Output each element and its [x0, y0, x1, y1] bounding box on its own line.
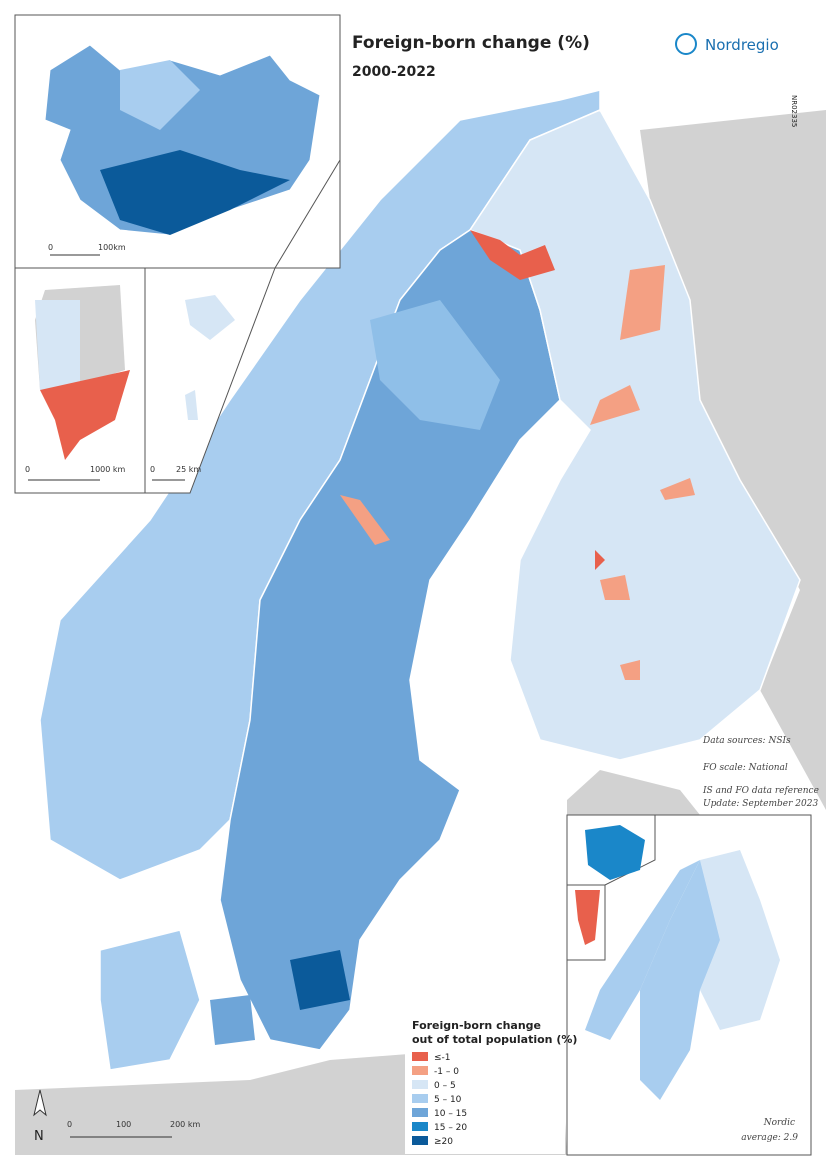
iceland-north [120, 60, 200, 130]
sweden-orange [340, 495, 390, 545]
estonia [567, 770, 700, 815]
legend-label: -1 – 0 [434, 1067, 459, 1077]
denmark [99, 929, 201, 1071]
legend-title: Foreign-born change [412, 1019, 541, 1032]
legend-swatch [412, 1066, 428, 1075]
note: IS and FO data reference [702, 786, 819, 796]
finland-orange [590, 385, 640, 425]
finland-orange [620, 265, 665, 340]
title: Foreign-born change (%) [352, 33, 590, 53]
finland-red [470, 230, 555, 280]
legend-label: 15 – 20 [434, 1123, 467, 1133]
sweden-north [370, 300, 500, 430]
legend-swatch [412, 1080, 428, 1089]
legend-swatch [412, 1108, 428, 1117]
legend-label: ≤-1 [434, 1053, 451, 1063]
finland-red [595, 550, 605, 570]
greenland-west [35, 300, 80, 390]
scale-label: 25 km [176, 465, 201, 474]
legend-box [405, 1014, 565, 1154]
average-label: Nordic [763, 1118, 795, 1128]
overview-inset: Nordic average: 2.9 [566, 814, 812, 1156]
sweden-mini [640, 860, 720, 1100]
legend-label: ≥20 [434, 1137, 453, 1147]
scale-label: 0 [67, 1120, 72, 1129]
greenland-south [40, 370, 130, 460]
sweden [219, 229, 561, 1051]
average-label: average: 2.9 [741, 1133, 798, 1143]
legend-label: 5 – 10 [434, 1095, 462, 1105]
greenland-mini [575, 890, 600, 945]
scale-label: 0 [150, 465, 155, 474]
finland-orange [600, 575, 630, 600]
finland-orange [620, 660, 640, 680]
finland [468, 109, 801, 761]
sweden-south [290, 950, 350, 1010]
logo-icon [675, 33, 697, 55]
map-code: NR02335 [790, 95, 798, 127]
scale-label: 100km [98, 243, 126, 252]
legend-label: 10 – 15 [434, 1109, 467, 1119]
north-arrow [33, 1089, 47, 1117]
finland-mini [700, 850, 780, 1030]
russia [640, 110, 826, 810]
norway-mini [585, 860, 700, 1040]
legend-swatch [412, 1094, 428, 1103]
svalbard [185, 295, 235, 340]
note: FO scale: National [702, 763, 788, 773]
logo: Nordregio [705, 36, 779, 54]
scale-label: 0 [25, 465, 30, 474]
iceland-south [100, 150, 290, 235]
inset-frame [144, 267, 276, 494]
iceland-inset: 0 100km [14, 14, 341, 269]
inset-divider [274, 159, 341, 269]
legend-label: 0 – 5 [434, 1081, 456, 1091]
subtitle: 2000-2022 [352, 64, 436, 80]
legend-swatch [412, 1052, 428, 1061]
scale-label: 200 km [170, 1120, 200, 1129]
legend-swatch [412, 1136, 428, 1145]
note: Data sources: NSIs [702, 736, 791, 746]
scale-label: 100 [116, 1120, 131, 1129]
legend: Foreign-born change out of total populat… [405, 1014, 577, 1154]
iceland-mini [585, 825, 645, 880]
legend-swatch [412, 1122, 428, 1131]
svalbard-inset: 0 25 km [144, 267, 276, 494]
scale-label: 1000 km [90, 465, 126, 474]
svalbard [185, 390, 198, 420]
note: Update: September 2023 [703, 799, 818, 809]
north-label: N [34, 1129, 44, 1144]
denmark-east [210, 995, 255, 1045]
scale-label: 0 [48, 243, 53, 252]
legend-title: out of total population (%) [412, 1033, 577, 1046]
greenland-inset: 0 1000 km [14, 267, 146, 494]
finland-orange [660, 478, 695, 500]
